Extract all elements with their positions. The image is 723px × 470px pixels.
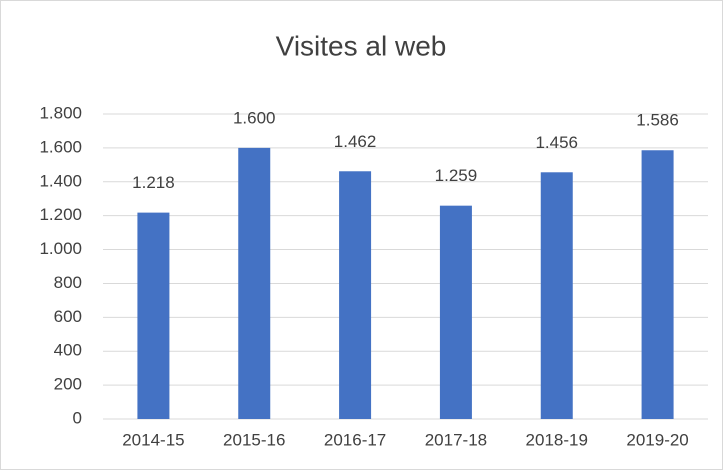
y-tick-label: 1.200: [39, 205, 82, 224]
x-tick-label: 2014-15: [122, 430, 184, 449]
y-tick-label: 200: [54, 375, 82, 394]
y-tick-label: 400: [54, 341, 82, 360]
bar: [238, 147, 271, 419]
y-tick-label: 1.000: [39, 239, 82, 258]
y-tick-label: 1.800: [39, 103, 82, 122]
bar: [137, 212, 170, 419]
bar: [641, 150, 674, 419]
y-tick-label: 1.400: [39, 171, 82, 190]
x-tick-label: 2016-17: [324, 430, 386, 449]
chart-title: Visites al web: [276, 30, 447, 61]
data-label: 1.586: [636, 111, 679, 130]
x-tick-label: 2018-19: [526, 430, 588, 449]
y-tick-label: 0: [73, 408, 82, 427]
y-tick-label: 1.600: [39, 137, 82, 156]
x-tick-label: 2015-16: [223, 430, 285, 449]
y-tick-label: 600: [54, 307, 82, 326]
data-label: 1.600: [233, 108, 276, 127]
bar: [439, 205, 472, 419]
x-tick-label: 2019-20: [626, 430, 688, 449]
data-label: 1.462: [334, 132, 377, 151]
data-label: 1.456: [535, 133, 578, 152]
y-tick-label: 800: [54, 273, 82, 292]
data-label: 1.218: [132, 173, 175, 192]
bar: [540, 172, 573, 419]
data-label: 1.259: [435, 166, 478, 185]
bar: [339, 171, 372, 419]
x-tick-label: 2017-18: [425, 430, 487, 449]
